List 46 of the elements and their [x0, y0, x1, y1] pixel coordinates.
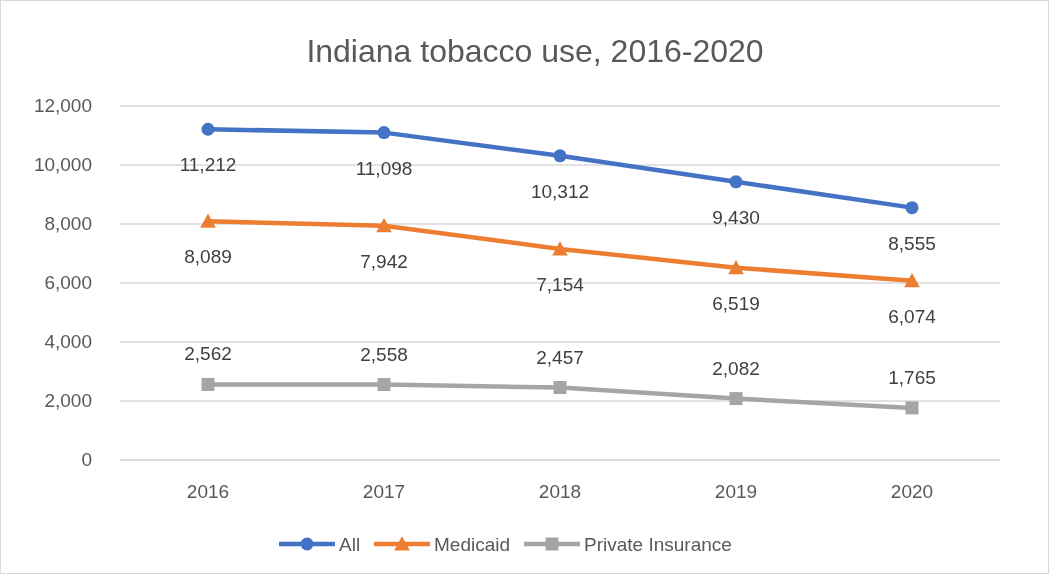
point	[201, 122, 215, 136]
y-tick-label: 8,000	[44, 213, 92, 234]
point	[377, 126, 391, 140]
y-tick-label: 10,000	[33, 154, 92, 175]
point	[201, 377, 215, 391]
y-tick-label: 2,000	[44, 390, 92, 411]
data-label: 7,154	[536, 273, 585, 295]
chart-title: Indiana tobacco use, 2016-2020	[306, 33, 764, 69]
point	[729, 392, 743, 406]
data-label: 11,212	[179, 154, 237, 176]
point	[377, 378, 391, 392]
data-label: 10,312	[530, 180, 590, 202]
point	[552, 241, 568, 256]
data-label: 8,089	[184, 246, 232, 268]
data-label: 9,430	[712, 206, 760, 228]
point	[376, 217, 392, 233]
data-label: 2,457	[536, 346, 584, 368]
point	[905, 201, 919, 215]
point	[905, 401, 919, 415]
point	[728, 259, 744, 275]
data-label: 6,074	[888, 305, 937, 327]
point	[200, 213, 216, 228]
y-tick-label: 6,000	[44, 272, 92, 293]
point	[729, 175, 743, 189]
x-tick-label: 2017	[362, 481, 406, 502]
data-label: 2,562	[184, 343, 232, 365]
data-label: 2,082	[712, 357, 760, 379]
data-label: 2,558	[360, 343, 408, 365]
data-label: 7,942	[360, 250, 408, 272]
data-label: 11,098	[355, 157, 413, 179]
point	[553, 381, 567, 395]
legend-label: Private Insurance	[584, 534, 732, 555]
data-label: 1,765	[888, 366, 936, 388]
y-tick-label: 4,000	[44, 331, 92, 352]
point	[553, 149, 567, 163]
legend-label: All	[339, 534, 361, 555]
y-tick-label: 0	[81, 449, 92, 470]
point	[904, 273, 920, 288]
legend-label: Medicaid	[434, 534, 511, 555]
x-tick-label: 2019	[714, 481, 758, 502]
y-tick-label: 12,000	[33, 95, 92, 116]
x-tick-label: 2018	[538, 481, 582, 502]
x-tick-label: 2016	[186, 481, 230, 502]
data-label: 8,555	[888, 232, 936, 254]
data-label: 6,519	[712, 292, 760, 314]
x-tick-label: 2020	[890, 481, 934, 502]
